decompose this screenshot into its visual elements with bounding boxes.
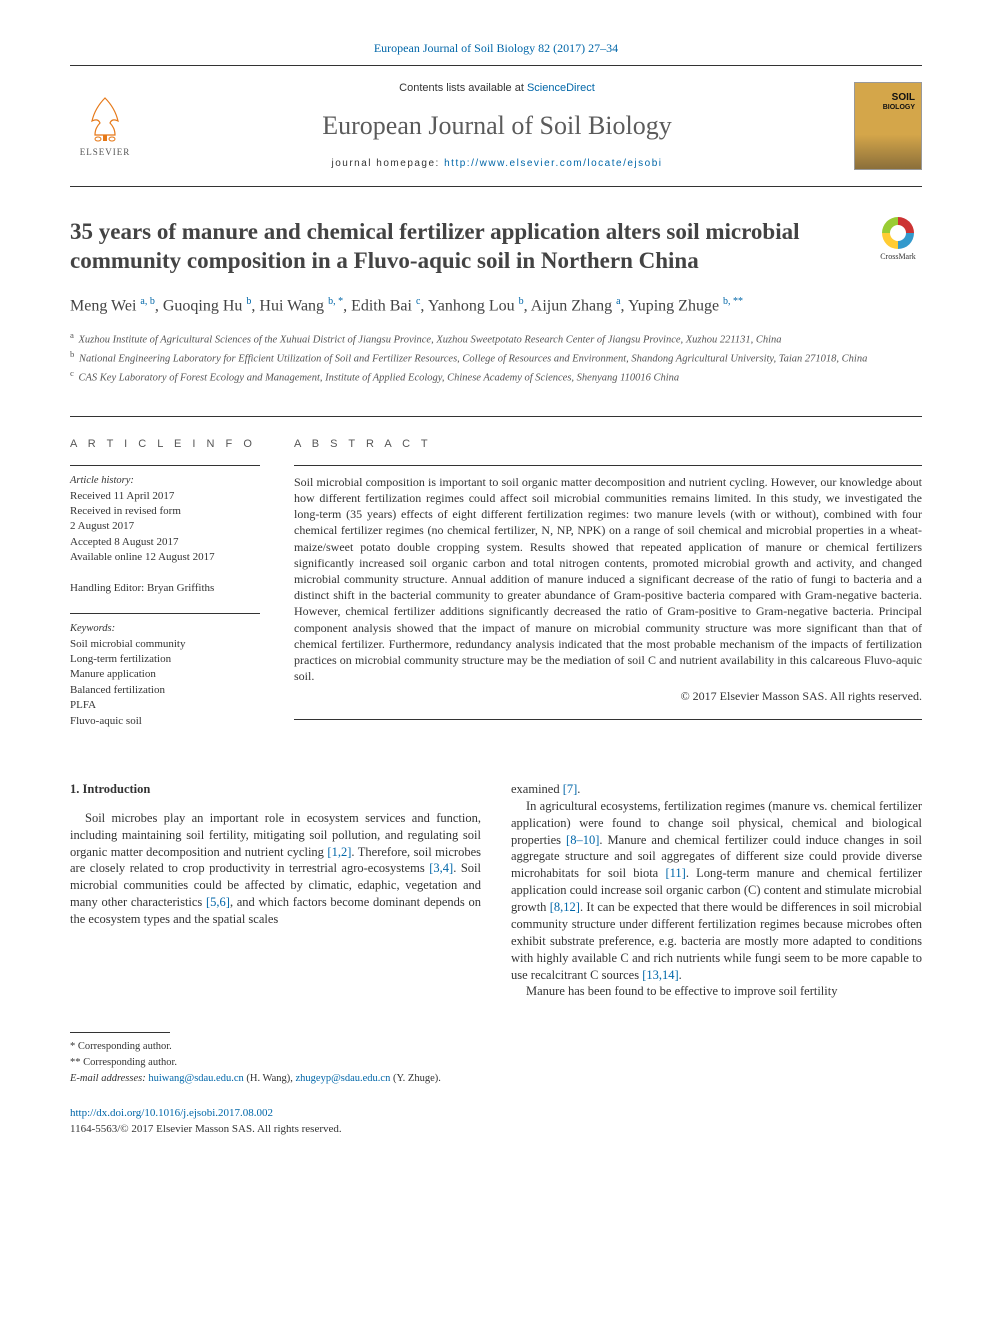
abstract-copyright: © 2017 Elsevier Masson SAS. All rights r… bbox=[294, 688, 922, 705]
tree-icon bbox=[80, 93, 130, 143]
email-label: E-mail addresses: bbox=[70, 1073, 146, 1084]
abstract-heading: A B S T R A C T bbox=[294, 437, 922, 452]
contents-line: Contents lists available at ScienceDirec… bbox=[160, 81, 834, 96]
article-title: 35 years of manure and chemical fertiliz… bbox=[70, 217, 854, 277]
doi-block: http://dx.doi.org/10.1016/j.ejsobi.2017.… bbox=[70, 1105, 922, 1138]
crossmark-icon bbox=[882, 217, 914, 249]
article-info-column: A R T I C L E I N F O Article history: R… bbox=[70, 417, 260, 744]
citation-line: European Journal of Soil Biology 82 (201… bbox=[70, 40, 922, 57]
publisher-name: ELSEVIER bbox=[80, 146, 131, 159]
crossmark-badge[interactable]: CrossMark bbox=[874, 217, 922, 265]
body-columns: 1. Introduction Soil microbes play an im… bbox=[70, 781, 922, 1000]
corr-note-2: ** Corresponding author. bbox=[70, 1055, 922, 1071]
body-col-left: 1. Introduction Soil microbes play an im… bbox=[70, 781, 481, 1000]
handling-editor: Handling Editor: Bryan Griffiths bbox=[70, 581, 260, 596]
footer: * Corresponding author. ** Corresponding… bbox=[70, 1024, 922, 1137]
elsevier-logo[interactable]: ELSEVIER bbox=[70, 86, 140, 166]
crossmark-label: CrossMark bbox=[880, 251, 916, 262]
body-col-right: examined [7]. In agricultural ecosystems… bbox=[511, 781, 922, 1000]
authors-list: Meng Wei a, b, Guoqing Hu b, Hui Wang b,… bbox=[70, 294, 922, 318]
sciencedirect-link[interactable]: ScienceDirect bbox=[527, 82, 595, 94]
header-center: Contents lists available at ScienceDirec… bbox=[160, 81, 834, 171]
email-2[interactable]: zhugeyp@sdau.edu.cn bbox=[296, 1073, 391, 1084]
rule-header-bottom bbox=[70, 186, 922, 187]
email-line: E-mail addresses: huiwang@sdau.edu.cn (H… bbox=[70, 1071, 922, 1087]
email-2-name: (Y. Zhuge). bbox=[393, 1073, 441, 1084]
abstract-text: Soil microbial composition is important … bbox=[294, 466, 922, 684]
homepage-link[interactable]: http://www.elsevier.com/locate/ejsobi bbox=[444, 158, 662, 169]
affiliation-b: b National Engineering Laboratory for Ef… bbox=[70, 348, 922, 367]
footer-rule bbox=[70, 1032, 170, 1033]
intro-p2: In agricultural ecosystems, fertilizatio… bbox=[511, 798, 922, 984]
affiliation-a: a Xuzhou Institute of Agricultural Scien… bbox=[70, 329, 922, 348]
journal-cover-thumb[interactable] bbox=[854, 82, 922, 170]
homepage-prefix: journal homepage: bbox=[332, 158, 445, 169]
abstract-column: A B S T R A C T Soil microbial compositi… bbox=[294, 417, 922, 744]
affiliations: a Xuzhou Institute of Agricultural Scien… bbox=[70, 329, 922, 387]
contents-prefix: Contents lists available at bbox=[399, 82, 527, 94]
info-heading: A R T I C L E I N F O bbox=[70, 437, 260, 452]
history-lines: Received 11 April 2017Received in revise… bbox=[70, 489, 260, 566]
history-label: Article history: bbox=[70, 474, 260, 489]
intro-p3: Manure has been found to be effective to… bbox=[511, 983, 922, 1000]
affiliation-c: c CAS Key Laboratory of Forest Ecology a… bbox=[70, 367, 922, 386]
doi-link[interactable]: http://dx.doi.org/10.1016/j.ejsobi.2017.… bbox=[70, 1105, 922, 1122]
keyword-lines: Soil microbial communityLong-term fertil… bbox=[70, 637, 260, 729]
corr-note-1: * Corresponding author. bbox=[70, 1039, 922, 1055]
journal-header: ELSEVIER Contents lists available at Sci… bbox=[70, 66, 922, 186]
section-heading: 1. Introduction bbox=[70, 781, 481, 798]
homepage-line: journal homepage: http://www.elsevier.co… bbox=[160, 157, 834, 171]
journal-name: European Journal of Soil Biology bbox=[160, 108, 834, 144]
col2-frag: examined [7]. bbox=[511, 781, 922, 798]
issn-line: 1164-5563/© 2017 Elsevier Masson SAS. Al… bbox=[70, 1121, 922, 1138]
email-1[interactable]: huiwang@sdau.edu.cn bbox=[148, 1073, 243, 1084]
keywords-label: Keywords: bbox=[70, 622, 260, 637]
rule-abstract-bottom bbox=[294, 719, 922, 720]
intro-p1: Soil microbes play an important role in … bbox=[70, 810, 481, 928]
email-1-name: (H. Wang), bbox=[246, 1073, 293, 1084]
